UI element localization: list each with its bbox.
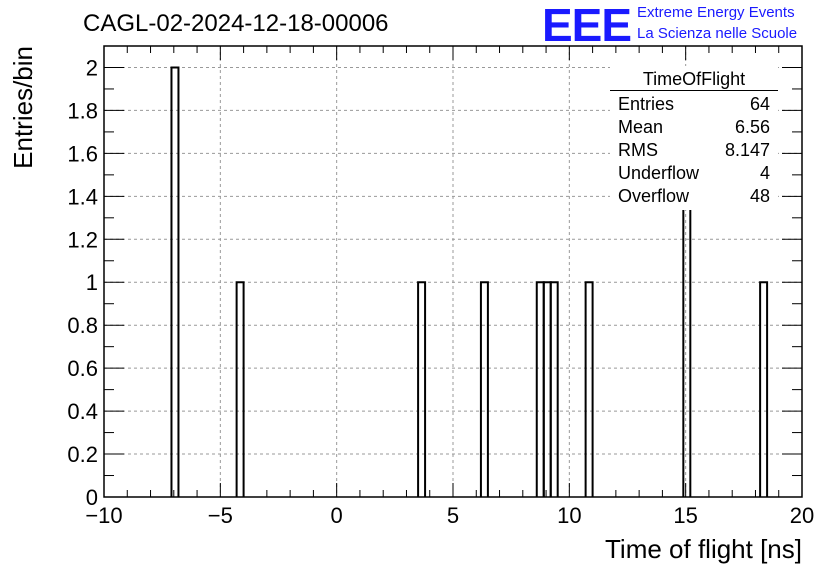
x-tick-label: 10 [557, 503, 581, 528]
y-tick-label: 1 [86, 270, 98, 295]
stats-value: 4 [759, 163, 770, 183]
histogram-bar [170, 66, 180, 497]
stats-label: Mean [618, 117, 664, 137]
histogram-bar [542, 281, 552, 497]
x-tick-label: 20 [790, 503, 814, 528]
stats-value: 64 [749, 94, 770, 114]
stats-row-rms: RMS 8.147 [618, 140, 770, 162]
tick-labels: −10 −5 0 5 10 15 20 0 0.2 0.4 0.6 0.8 1 1.2 1.4 1.6 1.8 2… [8, 46, 814, 564]
y-tick-label: 1.2 [67, 227, 98, 252]
y-tick-label: 2 [86, 55, 98, 80]
stats-label: RMS [618, 140, 658, 160]
stats-row-overflow: Overflow 48 [618, 186, 770, 208]
brand-line-2: La Scienza nelle Scuole [637, 25, 798, 42]
y-tick-label: 0 [86, 485, 98, 510]
y-tick-label: 1.8 [67, 98, 98, 123]
stats-value: 6.56 [734, 117, 770, 137]
histogram-bar [417, 281, 427, 497]
stats-label: Overflow [618, 186, 690, 206]
x-axis-label: Time of flight [ns] [605, 534, 802, 564]
stats-label: Underflow [618, 163, 700, 183]
stats-row-mean: Mean 6.56 [618, 117, 770, 139]
stats-row-entries: Entries 64 [618, 94, 770, 116]
histogram-bars [170, 66, 769, 497]
brand-line-1: Extreme Energy Events [637, 4, 795, 21]
axes [103, 45, 803, 498]
stats-separator [610, 90, 778, 91]
x-tick-label: 15 [673, 503, 697, 528]
y-tick-label: 0.6 [67, 356, 98, 381]
x-tick-label: −5 [208, 503, 233, 528]
stats-value: 8.147 [724, 140, 770, 160]
plot-title: CAGL-02-2024-12-18-00006 [83, 10, 389, 37]
histogram-bar [235, 281, 245, 497]
stats-label: Entries [618, 94, 675, 114]
histogram-bar [584, 281, 594, 497]
histogram-bar [479, 281, 489, 497]
y-tick-label: 1.6 [67, 141, 98, 166]
histogram-bar [549, 281, 559, 497]
y-tick-label: 0.2 [67, 442, 98, 467]
eee-logo: EEE [542, 0, 632, 51]
grid-lines [104, 46, 802, 497]
histogram-bar [535, 281, 545, 497]
stats-value: 48 [749, 186, 770, 206]
x-tick-label: 5 [447, 503, 459, 528]
y-tick-label: 0.8 [67, 313, 98, 338]
y-tick-label: 1.4 [67, 184, 98, 209]
stats-title: TimeOfFlight [642, 69, 746, 89]
x-tick-label: 0 [331, 503, 343, 528]
stats-row-underflow: Underflow 4 [618, 163, 770, 185]
histogram-bar [759, 281, 769, 497]
y-axis-label: Entries/bin [8, 46, 38, 169]
x-tick-label: −10 [85, 503, 122, 528]
y-tick-label: 0.4 [67, 399, 98, 424]
stats-box: TimeOfFlight Entries 64 Mean 6.56 RMS 8.… [610, 66, 778, 210]
